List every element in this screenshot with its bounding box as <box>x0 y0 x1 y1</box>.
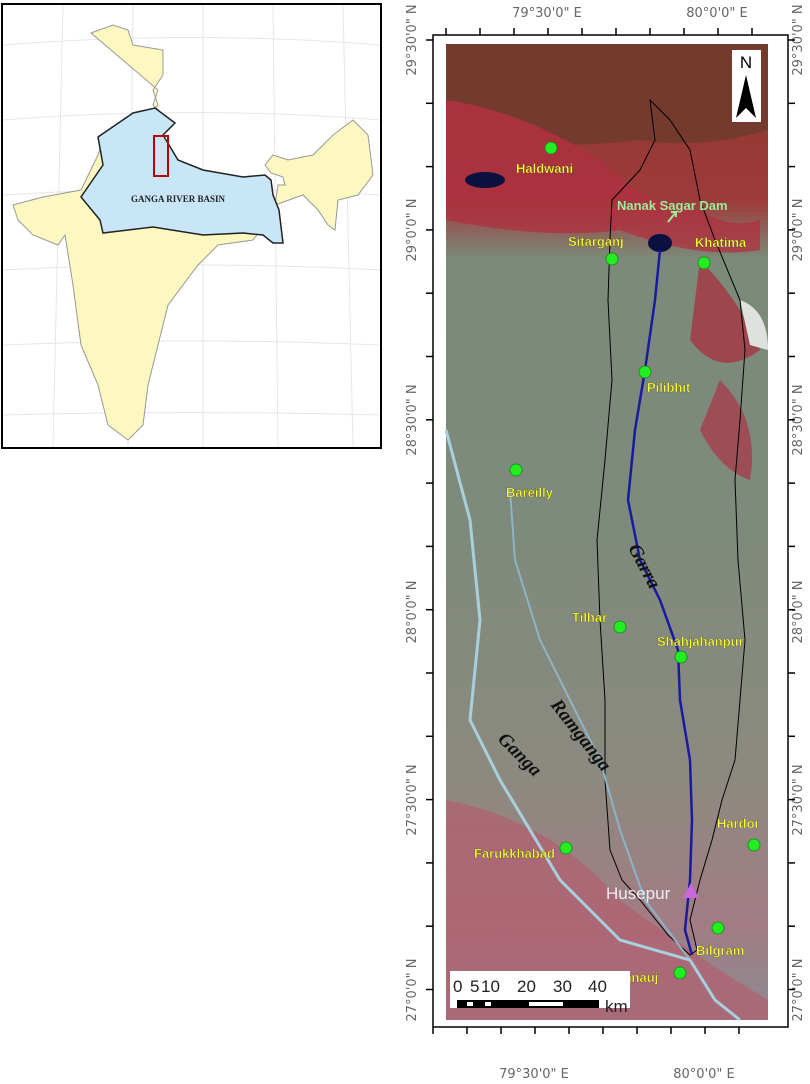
north-arrow-icon <box>736 75 756 118</box>
lat-label-28-00-right: 28°0'0" N <box>791 581 806 644</box>
lake <box>465 172 505 188</box>
marker-haldwani <box>544 141 558 155</box>
longitude-labels-bottom: 79°30'0" E 80°0'0" E <box>499 1067 735 1082</box>
latitude-labels-right: 29°30'0" N 29°0'0" N 28°30'0" N 28°0'0" … <box>791 4 806 1021</box>
ganga-basin-label: GANGA RIVER BASIN <box>131 194 226 204</box>
label-hardoi: Hardoi <box>717 816 758 831</box>
lat-label-28-30: 28°30'0" N <box>405 384 420 455</box>
marker-khatima <box>697 256 711 270</box>
city-labels: Haldwani Sitarganj Khatima Pilibhit Bare… <box>474 161 758 985</box>
study-area-box <box>153 135 169 177</box>
scale-tick-0: 0 <box>453 977 462 996</box>
lat-label-29-00-right: 29°0'0" N <box>791 199 806 262</box>
marker-farukkhabad <box>559 841 573 855</box>
label-bilgram: Bilgram <box>696 943 744 958</box>
husepur-label: Husepur <box>606 884 671 903</box>
lon-label-80-00-bottom: 80°0'0" E <box>673 1067 734 1082</box>
garra-river <box>626 249 694 956</box>
lat-label-29-30: 29°30'0" N <box>405 4 420 75</box>
nanak-sagar-dam-label: Nanak Sagar Dam <box>617 198 728 213</box>
label-tilhar: Tilhar <box>572 610 607 625</box>
marker-kannauj <box>673 966 687 980</box>
lat-label-27-00-right: 27°0'0" N <box>791 959 806 1022</box>
scale-tick-20: 20 <box>517 977 536 996</box>
label-bareilly: Bareilly <box>506 485 554 500</box>
ganga-river <box>444 429 741 1022</box>
marker-pilibhit <box>638 365 652 379</box>
label-haldwani: Haldwani <box>516 161 573 176</box>
scale-unit: km <box>605 997 628 1016</box>
label-shahjahanpur: Shahjahanpur <box>657 634 744 649</box>
marker-shahjahanpur <box>674 650 688 664</box>
lat-label-27-30: 27°30'0" N <box>405 764 420 835</box>
city-markers <box>509 141 761 980</box>
catchment-boundary <box>596 98 746 956</box>
lon-label-79-30-top: 79°30'0" E <box>512 6 582 21</box>
nanak-sagar-reservoir <box>648 234 672 252</box>
scale-tick-5: 5 <box>470 977 479 996</box>
ramganga-river <box>509 489 691 961</box>
longitude-labels-top: 79°30'0" E 80°0'0" E <box>512 6 748 21</box>
marker-bilgram <box>711 921 725 935</box>
latitude-labels-left: 29°30'0" N 29°0'0" N 28°30'0" N 28°0'0" … <box>405 4 420 1021</box>
lon-label-79-30-bottom: 79°30'0" E <box>499 1067 569 1082</box>
lon-label-80-00-top: 80°0'0" E <box>686 6 747 21</box>
label-khatima: Khatima <box>695 235 747 250</box>
scale-tick-10: 10 <box>481 977 500 996</box>
marker-tilhar <box>613 620 627 634</box>
ganga-basin-outline <box>80 107 284 244</box>
lat-label-29-30-right: 29°30'0" N <box>791 4 806 75</box>
scale-tick-30: 30 <box>553 977 572 996</box>
label-farukkhabad: Farukkhabad <box>474 846 555 861</box>
frame-ticks <box>426 28 795 1034</box>
dam-pointer-arrow-icon <box>667 211 677 223</box>
lat-label-29-00: 29°0'0" N <box>405 199 420 262</box>
land-cover-patches <box>446 44 768 1020</box>
north-arrow-label: N <box>740 53 752 72</box>
india-inset-map: GANGA RIVER BASIN <box>1 3 382 449</box>
lat-label-28-00: 28°0'0" N <box>405 581 420 644</box>
scale-tick-40: 40 <box>588 977 607 996</box>
outlet-triangle-icon <box>683 883 699 898</box>
north-arrow: N <box>732 50 761 122</box>
marker-hardoi <box>747 838 761 852</box>
scale-bar: 0 5 10 20 30 40 km <box>450 971 630 1016</box>
india-map: GANGA RIVER BASIN <box>2 4 381 448</box>
label-pilibhit: Pilibhit <box>647 380 691 395</box>
marker-bareilly <box>509 463 523 477</box>
lat-label-27-30-right: 27°30'0" N <box>791 764 806 835</box>
lat-label-27-00: 27°0'0" N <box>405 959 420 1022</box>
marker-sitarganj <box>605 252 619 266</box>
label-sitarganj: Sitarganj <box>568 234 624 249</box>
lat-label-28-30-right: 28°30'0" N <box>791 384 806 455</box>
